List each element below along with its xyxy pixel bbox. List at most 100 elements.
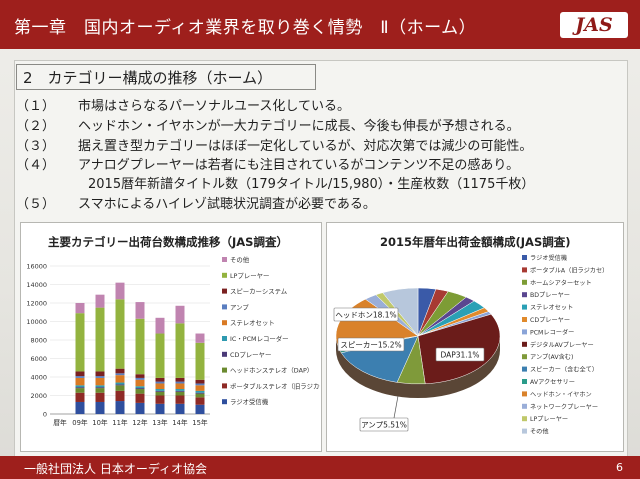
bar-segment (175, 383, 185, 390)
legend-swatch (222, 383, 227, 389)
bullet-1: （１） 市場はさらなるパーソナルユース化している。 (16, 95, 350, 114)
bullet-text: 2015暦年新譜タイトル数（179タイトル/15,980）・生産枚数（1175千… (88, 177, 535, 192)
legend-label: デジタルAVプレーヤー (530, 341, 594, 349)
legend-swatch (522, 366, 527, 372)
bar-segment (75, 401, 85, 414)
legend-label: ラジオ受信機 (230, 397, 269, 406)
bullet-4: （４） アナログプレーヤーは若者にも注目されているがコンテンツ不足の感あり。 (16, 154, 519, 173)
pie-annotation-box (435, 347, 485, 362)
bar-segment (195, 379, 205, 384)
bullet-number: （１） (16, 99, 56, 114)
legend-label: ホームシアターセット (530, 279, 592, 287)
bar-segment (135, 318, 145, 375)
bullet-3: （３） 据え置き型カテゴリーはほぼ一定化しているが、対応次第では減少の可能性。 (16, 135, 532, 154)
x-tick-label: 11年 (112, 418, 128, 427)
bullet-text: 据え置き型カテゴリーはほぼ一定化しているが、対応次第では減少の可能性。 (78, 139, 533, 154)
bar-segment (135, 379, 145, 387)
legend-swatch (222, 399, 227, 405)
bar-segment (195, 342, 205, 380)
bullet-5: （５） スマホによるハイレゾ試聴状況調査が必要である。 (16, 193, 376, 212)
bar-segment (135, 388, 145, 390)
pie-annotation: ヘッドホン18.1% (335, 311, 396, 320)
bar-segment (195, 397, 205, 405)
x-tick-label: 12年 (132, 418, 148, 427)
bar-segment (195, 392, 205, 394)
bar-chart-title: 主要カテゴリー出荷台数構成推移（JAS調査） (48, 235, 288, 249)
bar-segment (155, 390, 165, 392)
footer-bar (0, 456, 640, 479)
bar-segment (115, 390, 125, 402)
legend-swatch (522, 341, 527, 347)
bar-segment (95, 387, 105, 389)
bar-segment (175, 305, 185, 324)
bar-segment (115, 282, 125, 300)
y-tick-label: 6000 (30, 355, 47, 363)
bar-segment (95, 307, 105, 372)
legend-swatch (222, 257, 227, 262)
bar-segment (135, 377, 145, 380)
legend-label: ヘッドホン・イヤホン (530, 391, 592, 398)
legend-label: BDプレーヤー (530, 292, 570, 299)
pie-chart: ヘッドホン18.1% スピーカー15.2% DAP31.1% アンプ5.51% ラジオ受… (333, 254, 608, 436)
legend-label: ヘッドホンステレオ（DAP） (230, 367, 313, 375)
pie-annotation: DAP31.1% (440, 351, 479, 360)
y-tick-label: 4000 (30, 374, 47, 382)
y-tick-label: 8000 (30, 337, 47, 345)
bar-segment (75, 385, 85, 388)
bar-segment (95, 388, 105, 393)
legend-swatch (222, 320, 227, 326)
bar-segment (175, 403, 185, 414)
bullet-4-detail: 2015暦年新譜タイトル数（179タイトル/15,980）・生産枚数（1175千… (88, 173, 534, 192)
bar-segment (75, 377, 85, 386)
y-tick-label: 12000 (26, 300, 47, 308)
bar-segment (175, 381, 185, 384)
legend-swatch (522, 428, 527, 434)
bar-segment (175, 395, 185, 404)
legend-label: CDプレーヤー (530, 317, 570, 324)
bar-segment (95, 401, 105, 414)
bar-segment (155, 403, 165, 414)
bar-segment (195, 385, 205, 391)
bar-segment (95, 385, 105, 388)
pie-chart-title: 2015年暦年出荷金額構成(JAS調査) (380, 235, 571, 249)
bar-segment (115, 368, 125, 374)
legend-swatch (522, 267, 527, 273)
bullet-text: 市場はさらなるパーソナルユース化している。 (78, 99, 350, 114)
y-tick-label: 10000 (26, 318, 47, 326)
bullet-number: （２） (16, 119, 56, 134)
bar-segment (155, 333, 165, 378)
bar-segment (175, 377, 185, 382)
bullet-text: スマホによるハイレゾ試聴状況調査が必要である。 (78, 197, 376, 212)
legend-swatch (522, 255, 527, 260)
bar-segment (135, 302, 145, 319)
bar-segment (95, 371, 105, 377)
bar-segment (135, 393, 145, 403)
legend-swatch (522, 304, 527, 310)
legend-label: アンプ (230, 303, 249, 311)
bar-segment (175, 391, 185, 396)
legend-label: LPプレーヤー (230, 272, 269, 280)
x-tick-label: 15年 (192, 418, 208, 427)
legend-label: ネットワークプレーヤー (530, 404, 598, 411)
legend-label: CDプレーヤー (230, 351, 271, 359)
bullet-number: （３） (16, 139, 56, 154)
x-tick-label: 暦年 (53, 418, 67, 427)
bar-segment (195, 390, 205, 393)
y-tick-label: 2000 (30, 392, 47, 400)
pie-annotation-box (359, 417, 409, 432)
bar-segment (95, 376, 105, 378)
legend-swatch (522, 403, 527, 409)
x-tick-label: 13年 (152, 418, 168, 427)
bar-segment (175, 390, 185, 392)
pie-annotation: アンプ5.51% (361, 421, 407, 430)
bar-segment (155, 395, 165, 404)
slide-title: 第一章 国内オーディオ業界を取り巻く情勢 Ⅱ（ホーム） (14, 18, 477, 38)
legend-swatch (222, 272, 227, 278)
bar-segment (135, 374, 145, 378)
page-number: 6 (616, 461, 623, 474)
legend-swatch (522, 416, 527, 422)
legend-swatch (522, 391, 527, 397)
legend-label: ステレオセット (530, 305, 573, 312)
footer-organization: 一般社団法人 日本オーディオ協会 (24, 462, 207, 476)
